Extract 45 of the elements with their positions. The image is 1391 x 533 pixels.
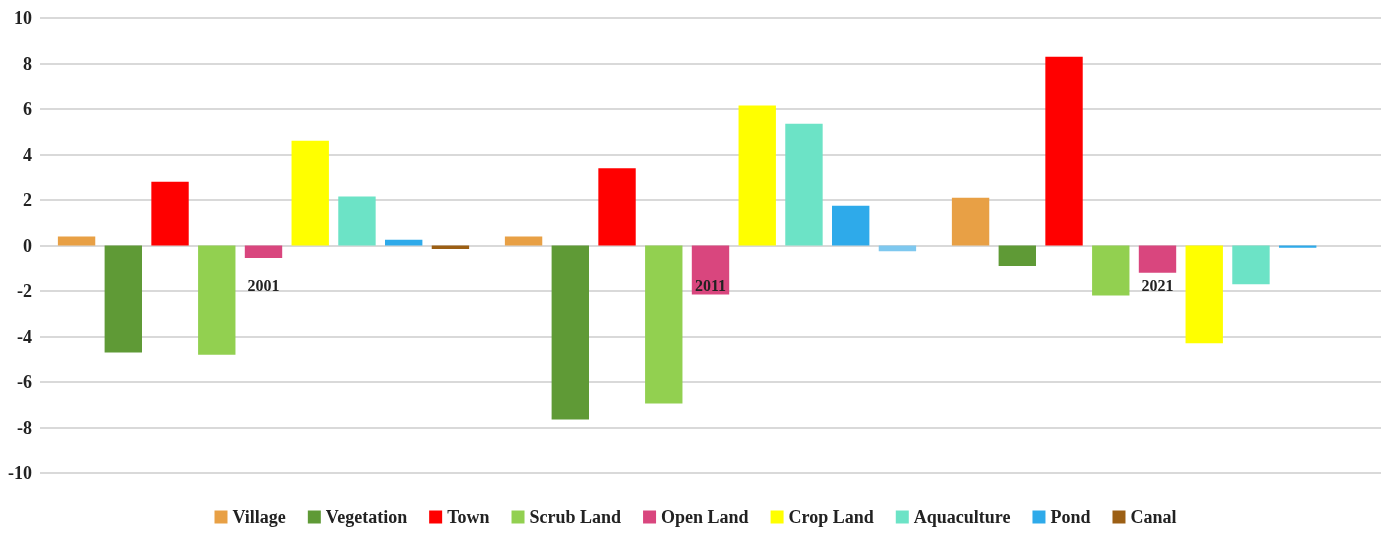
bar [198, 245, 236, 355]
legend-label: Vegetation [325, 507, 408, 527]
y-tick-label: 2 [23, 190, 32, 210]
bar [951, 197, 990, 246]
legend-label: Town [447, 507, 490, 527]
bar [504, 236, 543, 246]
y-tick-label: 10 [14, 8, 32, 28]
bar [598, 168, 636, 246]
bar [151, 181, 189, 246]
y-tick-label: -6 [17, 372, 32, 392]
bar [385, 239, 423, 246]
bar [1185, 245, 1223, 344]
y-tick-label: -4 [17, 326, 32, 347]
bar [998, 245, 1036, 266]
bar [832, 205, 870, 246]
bar [785, 123, 823, 246]
bar [551, 245, 589, 420]
bar [645, 245, 683, 404]
legend-label: Scrub Land [529, 507, 622, 527]
bar [57, 236, 96, 246]
legend-label: Open Land [661, 507, 749, 527]
x-tick-label: 2021 [1141, 277, 1174, 294]
y-tick-label: -10 [8, 463, 32, 483]
legend-label: Aquaculture [913, 507, 1011, 527]
bar [1232, 245, 1270, 285]
bar [1045, 56, 1083, 246]
x-tick-label: 2001 [247, 277, 280, 294]
x-tick-label: 2011 [694, 277, 727, 294]
legend-label: Pond [1050, 507, 1091, 527]
bar [291, 140, 329, 246]
y-tick-label: -8 [17, 417, 32, 438]
legend-label: Village [232, 507, 286, 527]
legend-label: Canal [1130, 507, 1177, 527]
y-tick-label: 8 [23, 53, 32, 74]
bar [1138, 245, 1177, 273]
bar [738, 105, 776, 246]
bar [338, 196, 376, 246]
bar [1092, 245, 1130, 296]
y-tick-label: 0 [23, 235, 32, 256]
y-tick-label: 6 [23, 99, 32, 119]
bar [104, 245, 142, 353]
bar [244, 245, 283, 259]
y-tick-label: -2 [17, 281, 32, 301]
y-tick-label: 4 [23, 144, 32, 165]
legend-label: Crop Land [788, 507, 874, 527]
